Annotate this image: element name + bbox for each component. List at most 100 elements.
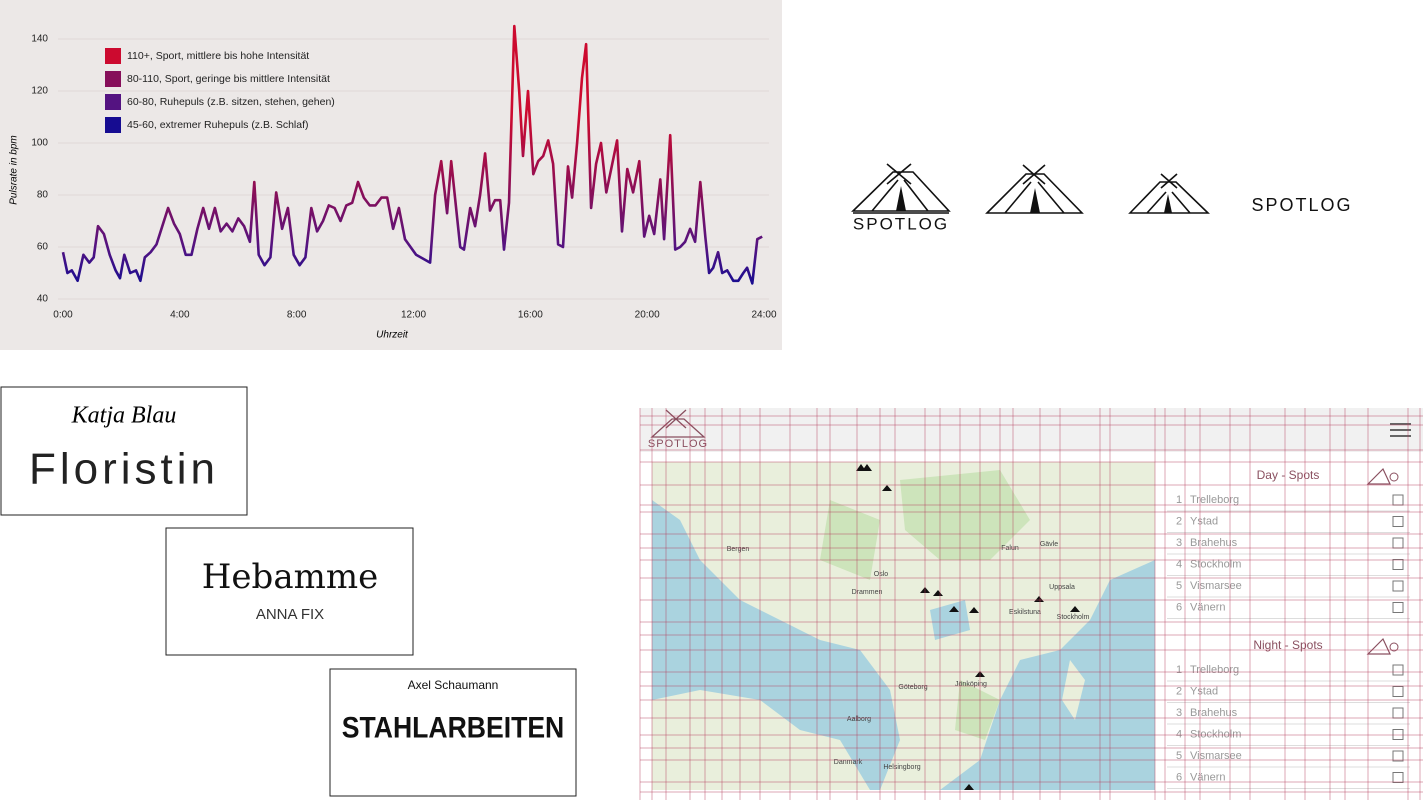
- list-name: Vismarsee: [1190, 580, 1242, 592]
- edit-button[interactable]: [1392, 516, 1404, 527]
- map-label: Jönköping: [955, 681, 987, 688]
- legend-label: 80-110, Sport, geringe bis mittlere Inte…: [127, 73, 330, 85]
- y-tick-label: 80: [37, 190, 49, 201]
- menu-button[interactable]: [1390, 423, 1411, 437]
- y-tick-label: 120: [31, 86, 48, 97]
- edit-button[interactable]: [1392, 537, 1404, 549]
- ui-header: [640, 408, 1423, 452]
- list-number: 5: [1176, 580, 1182, 592]
- logo-tents: [851, 163, 1210, 214]
- map-label: Uppsala: [1049, 584, 1075, 591]
- list-number: 3: [1176, 537, 1182, 549]
- map-label: Danmark: [834, 759, 863, 766]
- edit-button[interactable]: [1392, 772, 1404, 783]
- card-name: ANNA FIX: [256, 606, 324, 623]
- ui-logo-icon: [650, 409, 706, 438]
- heart-rate-line: [61, 24, 763, 285]
- list-name: Vismarsee: [1190, 750, 1242, 762]
- legend-swatch: [105, 117, 121, 133]
- list-number: 6: [1176, 601, 1182, 613]
- map-label: Helsingborg: [883, 764, 920, 771]
- list-name: Brahehus: [1190, 707, 1238, 719]
- card-title: Floristin: [29, 445, 219, 494]
- list-number: 5: [1176, 750, 1182, 762]
- map-label: Falun: [1001, 545, 1019, 552]
- list-icon: [1389, 642, 1399, 652]
- edit-button[interactable]: [1392, 580, 1404, 592]
- legend-label: 60-80, Ruhepuls (z.B. sitzen, stehen, ge…: [127, 96, 335, 108]
- legend-swatch: [105, 94, 121, 110]
- list-name: Stockholm: [1190, 558, 1241, 570]
- x-tick-label: 4:00: [170, 310, 190, 321]
- edit-button[interactable]: [1392, 707, 1404, 719]
- list-number: 4: [1176, 728, 1182, 740]
- edit-button[interactable]: [1392, 494, 1404, 506]
- business-card: [0, 386, 248, 516]
- y-tick-label: 100: [31, 138, 48, 149]
- legend-swatch: [105, 71, 121, 87]
- list-name: Ystad: [1190, 515, 1218, 527]
- list-heading: Day - Spots: [1257, 468, 1320, 482]
- list-name: Trelleborg: [1190, 664, 1239, 676]
- logo-tent-doors: [896, 186, 1172, 213]
- logo-text: SPOTLOG: [1251, 195, 1352, 215]
- list-number: 2: [1176, 515, 1182, 527]
- card-title: STAHLARBEITEN: [342, 711, 564, 744]
- map[interactable]: [652, 462, 1155, 790]
- map-label: Oslo: [874, 571, 889, 578]
- map-label: Stockholm: [1057, 614, 1090, 621]
- logo-text: SPOTLOG: [853, 214, 949, 233]
- list-name: Ystad: [1190, 685, 1218, 697]
- x-tick-label: 16:00: [518, 310, 543, 321]
- x-tick-label: 20:00: [635, 310, 660, 321]
- list-name: Vänern: [1190, 771, 1225, 783]
- list-icon: [1366, 637, 1391, 655]
- card-title: Hebamme: [202, 557, 378, 597]
- legend-label: 110+, Sport, mittlere bis hohe Intensitä…: [127, 50, 309, 62]
- map-label: Göteborg: [898, 684, 927, 691]
- list-number: 1: [1176, 494, 1182, 506]
- list-name: Brahehus: [1190, 537, 1238, 549]
- list-name: Trelleborg: [1190, 494, 1239, 506]
- edit-button[interactable]: [1392, 729, 1404, 740]
- list-number: 2: [1176, 685, 1182, 697]
- x-tick-label: 8:00: [287, 310, 307, 321]
- y-tick-label: 60: [37, 242, 49, 253]
- list-number: 4: [1176, 558, 1182, 570]
- legend-label: 45-60, extremer Ruhepuls (z.B. Schlaf): [127, 119, 309, 131]
- legend-swatch: [105, 48, 121, 64]
- chart: 40 60 80 100 120 140 0:00 4:00 8:00 12:00 16:00 20:…: [31, 24, 777, 321]
- list-name: Stockholm: [1190, 728, 1241, 740]
- business-card: [165, 527, 414, 656]
- y-tick-label: 140: [31, 34, 48, 45]
- map-label: Eskilstuna: [1009, 609, 1041, 616]
- edit-button[interactable]: [1392, 750, 1404, 762]
- y-axis-label: Pulsrate in bpm: [9, 135, 20, 204]
- x-tick-label: 24:00: [751, 310, 776, 321]
- x-tick-label: 0:00: [53, 310, 73, 321]
- card-name: Axel Schaumann: [408, 678, 499, 692]
- list-heading: Night - Spots: [1253, 638, 1322, 652]
- map-label: Drammen: [852, 589, 883, 596]
- list-number: 6: [1176, 771, 1182, 783]
- card-script: Katja Blau: [71, 403, 177, 429]
- edit-button[interactable]: [1392, 559, 1404, 570]
- list-number: 1: [1176, 664, 1182, 676]
- map-label: Gävle: [1040, 541, 1058, 548]
- x-tick-label: 12:00: [401, 310, 426, 321]
- list-icon: [1389, 472, 1399, 482]
- chart-background: [0, 0, 782, 350]
- ui-logo-text: SPOTLOG: [648, 438, 708, 450]
- list-icon: [1366, 467, 1391, 485]
- edit-button[interactable]: [1392, 602, 1404, 613]
- x-axis-label: Uhrzeit: [376, 330, 409, 341]
- edit-button[interactable]: [1392, 664, 1404, 676]
- list-number: 3: [1176, 707, 1182, 719]
- map-label: Bergen: [727, 546, 750, 553]
- business-card: [329, 668, 577, 797]
- edit-button[interactable]: [1392, 686, 1404, 697]
- y-tick-label: 40: [37, 294, 49, 305]
- map-label: Aalborg: [847, 716, 871, 723]
